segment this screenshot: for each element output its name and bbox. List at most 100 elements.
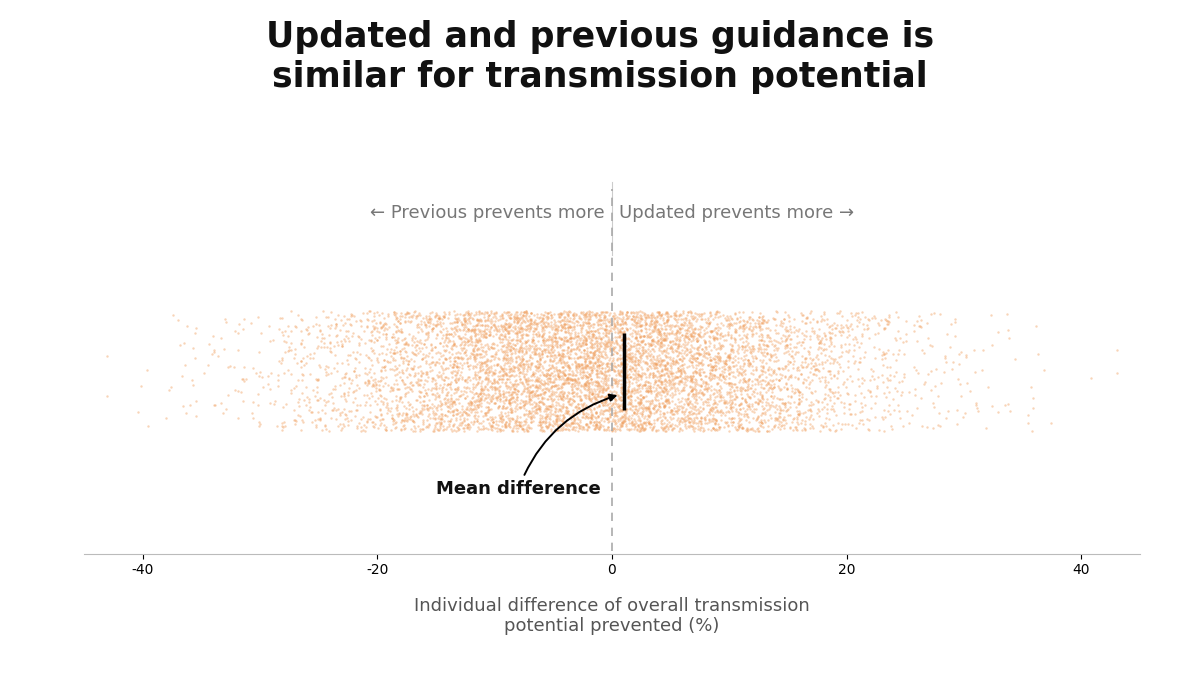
Point: [547, 341, 566, 352]
Point: [234, 314, 253, 325]
Point: [534, 386, 553, 397]
Point: [713, 310, 732, 321]
Point: [824, 318, 844, 329]
Point: [750, 344, 769, 354]
Point: [620, 347, 640, 358]
Point: [403, 426, 422, 437]
Point: [918, 422, 937, 433]
Point: [524, 348, 544, 358]
Point: [438, 406, 457, 416]
Point: [216, 317, 235, 328]
Point: [541, 394, 560, 405]
Point: [793, 414, 812, 425]
Point: [619, 385, 638, 396]
Point: [406, 333, 425, 344]
Point: [554, 331, 574, 342]
Point: [428, 319, 448, 330]
Point: [408, 310, 427, 321]
Point: [443, 410, 462, 421]
Point: [697, 418, 716, 429]
Point: [672, 367, 691, 378]
Point: [362, 381, 382, 392]
Point: [580, 392, 599, 403]
Point: [664, 336, 683, 347]
Point: [818, 366, 838, 377]
Point: [467, 333, 486, 344]
Point: [617, 354, 636, 365]
Point: [560, 348, 580, 359]
Point: [587, 371, 606, 382]
Point: [409, 408, 428, 418]
Point: [578, 318, 598, 329]
Point: [666, 384, 685, 395]
Point: [660, 421, 679, 432]
Point: [436, 409, 455, 420]
Point: [629, 358, 648, 369]
Point: [368, 331, 388, 342]
Point: [463, 405, 482, 416]
Point: [409, 347, 428, 358]
Point: [680, 375, 700, 386]
Point: [529, 417, 548, 428]
Point: [688, 352, 707, 363]
Point: [493, 392, 512, 403]
Point: [335, 310, 354, 321]
Point: [661, 341, 680, 352]
Point: [446, 313, 466, 324]
Point: [449, 313, 468, 323]
Point: [581, 406, 600, 417]
Point: [634, 404, 653, 414]
Point: [680, 353, 700, 364]
Point: [611, 412, 630, 423]
Point: [518, 342, 538, 353]
Point: [572, 333, 592, 344]
Point: [641, 385, 660, 396]
Point: [470, 392, 490, 403]
Point: [589, 380, 608, 391]
Point: [437, 397, 456, 408]
Point: [605, 423, 624, 433]
Point: [739, 360, 758, 371]
Point: [780, 311, 799, 322]
Point: [670, 379, 689, 389]
Point: [632, 320, 652, 331]
Point: [800, 331, 820, 342]
Point: [498, 350, 517, 360]
Point: [638, 416, 658, 427]
Point: [400, 356, 419, 367]
Point: [457, 382, 476, 393]
Point: [706, 392, 725, 402]
Point: [559, 352, 578, 363]
Point: [546, 409, 565, 420]
Point: [605, 389, 624, 400]
Point: [662, 374, 682, 385]
Point: [571, 362, 590, 373]
Point: [718, 352, 737, 362]
Point: [491, 361, 510, 372]
Point: [680, 381, 700, 392]
Point: [533, 321, 552, 332]
Point: [589, 360, 608, 371]
Point: [658, 419, 677, 430]
Point: [888, 400, 907, 410]
Point: [300, 402, 319, 413]
Point: [540, 334, 559, 345]
Point: [624, 384, 643, 395]
Point: [664, 381, 683, 392]
Point: [734, 315, 754, 326]
Point: [821, 333, 840, 344]
Point: [430, 312, 449, 323]
Point: [517, 328, 536, 339]
Point: [713, 392, 732, 402]
Point: [574, 337, 593, 348]
Point: [538, 333, 557, 344]
Point: [534, 389, 553, 400]
Point: [784, 397, 803, 408]
Point: [671, 365, 690, 376]
Point: [554, 345, 574, 356]
Point: [628, 345, 647, 356]
Point: [368, 310, 388, 321]
Point: [584, 412, 604, 423]
Point: [778, 404, 797, 415]
Point: [521, 413, 540, 424]
